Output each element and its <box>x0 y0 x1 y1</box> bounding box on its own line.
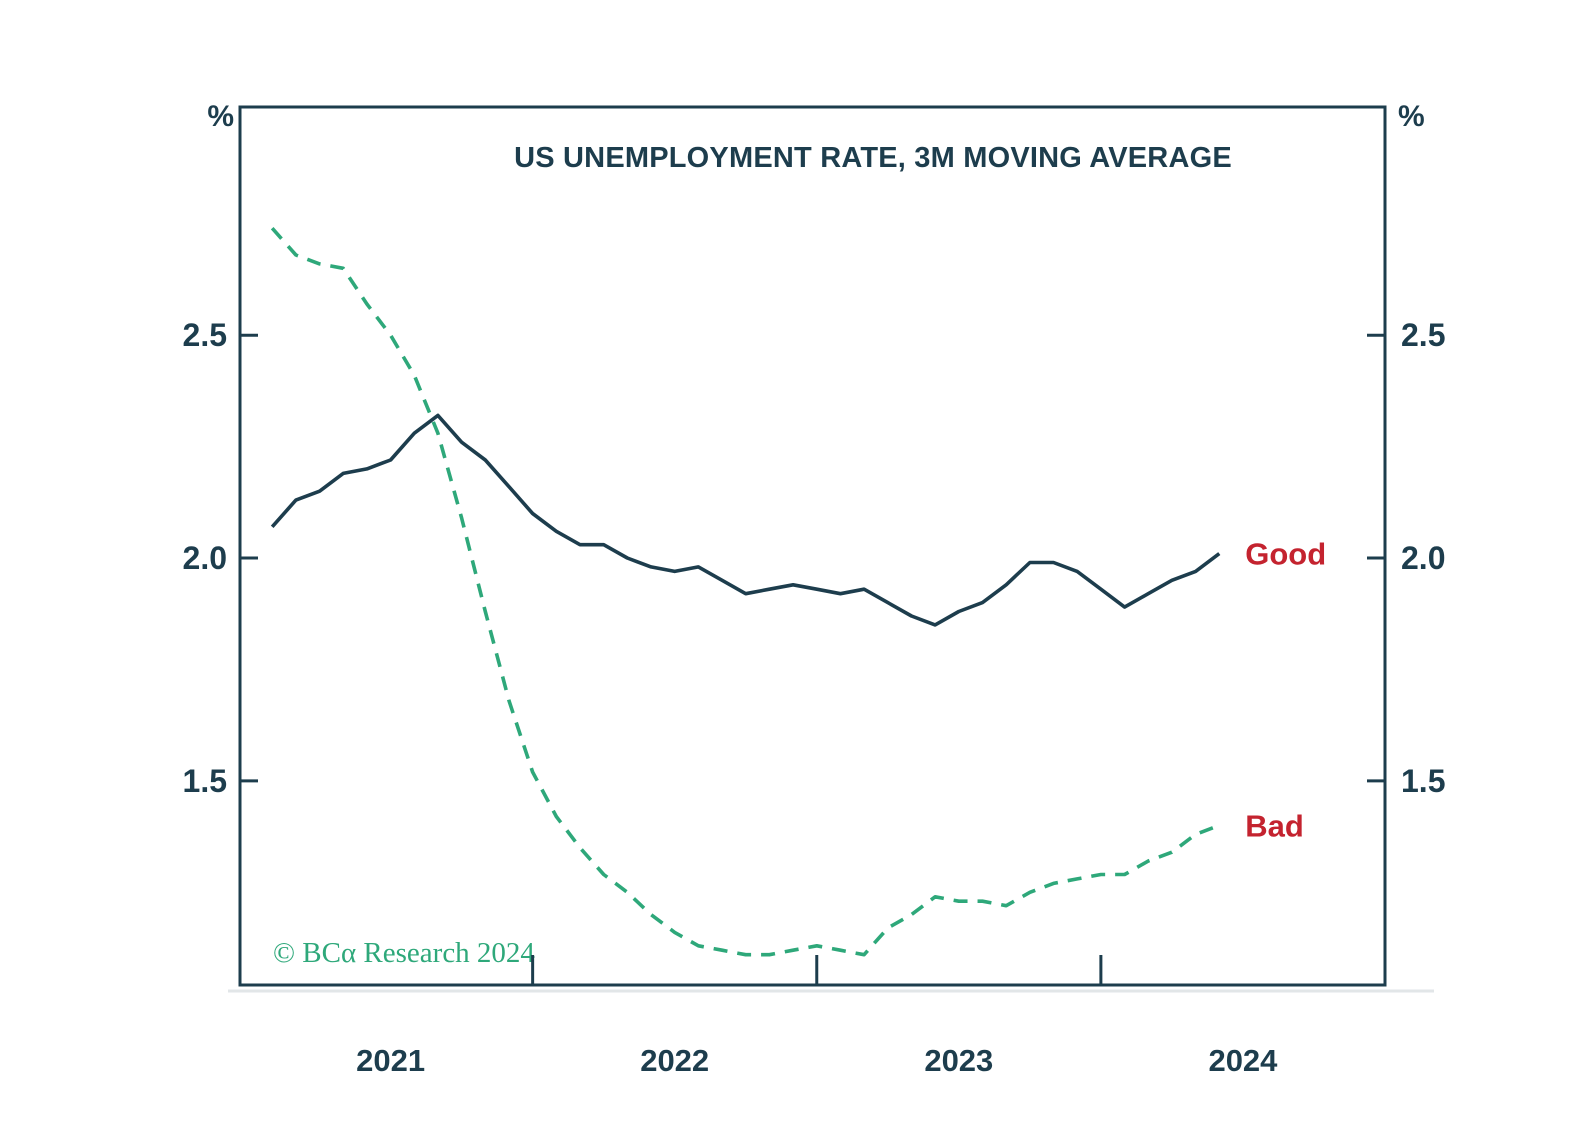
good-label: Good <box>1245 537 1326 572</box>
y-tick-label-right: 2.0 <box>1401 540 1445 576</box>
bad-line <box>270 227 1220 957</box>
y-unit-right: % <box>1398 100 1425 133</box>
y-tick-label-left: 1.5 <box>183 763 227 799</box>
x-year-label: 2022 <box>640 1043 709 1078</box>
copyright: © BCα Research 2024 <box>273 937 535 969</box>
bad-label: Bad <box>1245 808 1304 843</box>
series-end-labels: Good Bad <box>1245 537 1326 844</box>
axis-ticks: 2.5 2.5 2.0 2.0 1.5 1.5 2021 2022 2023 2024 <box>183 317 1446 1078</box>
x-year-label: 2024 <box>1208 1043 1278 1078</box>
y-tick-label-left: 2.5 <box>183 317 227 353</box>
series-lines <box>270 227 1221 957</box>
plot-frame <box>238 105 1387 987</box>
x-year-label: 2023 <box>924 1043 993 1078</box>
y-unit-left: % <box>207 100 234 133</box>
x-year-label: 2021 <box>356 1043 425 1078</box>
y-tick-label-left: 2.0 <box>183 540 227 576</box>
good-line <box>270 413 1221 627</box>
y-tick-label-right: 2.5 <box>1401 317 1445 353</box>
chart-title: US UNEMPLOYMENT RATE, 3M MOVING AVERAGE <box>514 142 1232 174</box>
y-tick-label-right: 1.5 <box>1401 763 1445 799</box>
